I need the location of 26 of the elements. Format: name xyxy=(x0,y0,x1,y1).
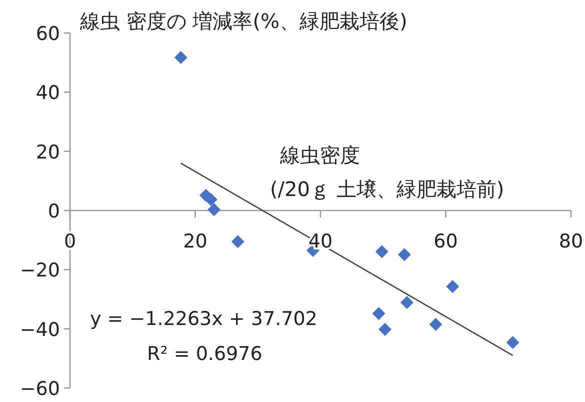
point xyxy=(378,322,392,336)
point xyxy=(398,248,411,262)
ytick: 40 xyxy=(36,82,60,104)
xtick: 20 xyxy=(183,230,208,252)
point xyxy=(446,280,460,294)
ylabel: 線虫 密度の 増減率(%、緑肥栽培後) xyxy=(80,9,408,33)
ytick: −60 xyxy=(20,378,60,400)
ytick: 0 xyxy=(48,200,60,222)
point xyxy=(208,203,221,216)
point xyxy=(204,193,218,206)
xtick: 80 xyxy=(558,230,584,252)
ytick: 60 xyxy=(36,23,60,45)
xtick: 0 xyxy=(64,230,76,252)
point xyxy=(372,306,386,320)
ytick: −40 xyxy=(20,318,60,341)
ytick: −20 xyxy=(20,260,60,282)
point xyxy=(429,318,442,331)
annotation: R² = 0.6976 xyxy=(147,343,262,365)
xtick: 60 xyxy=(434,230,458,252)
annotation: y = −1.2263x + 37.702 xyxy=(90,308,318,330)
point xyxy=(375,245,388,258)
point xyxy=(231,235,244,248)
ytick: 20 xyxy=(36,141,60,164)
point xyxy=(174,51,188,64)
point xyxy=(506,336,520,349)
point xyxy=(400,296,414,310)
